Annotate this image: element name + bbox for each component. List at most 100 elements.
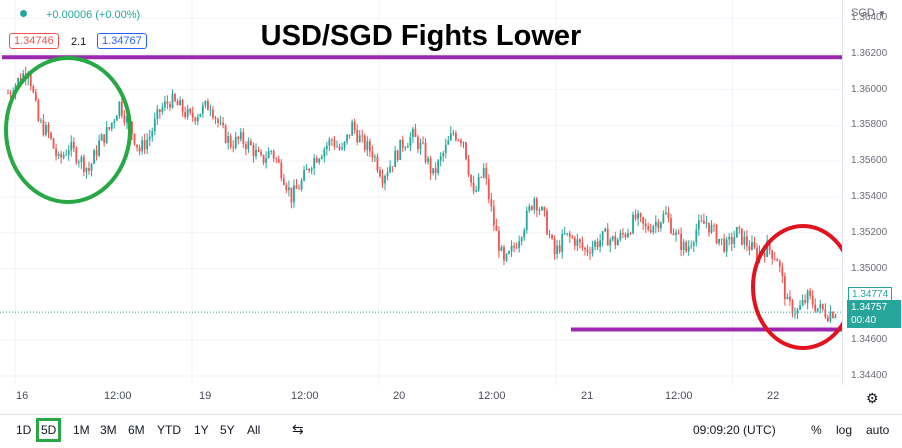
- candle-body: [184, 111, 187, 118]
- candle-body: [591, 246, 594, 254]
- candle-body: [697, 220, 700, 230]
- candle-body: [492, 206, 495, 226]
- candle-body: [735, 227, 738, 238]
- bid-price[interactable]: 1.34746: [9, 33, 59, 49]
- candle-body: [234, 136, 237, 148]
- range-button-3m[interactable]: 3M: [100, 423, 117, 437]
- candle-body: [315, 157, 318, 163]
- candle-body: [351, 121, 354, 136]
- candle-body: [596, 241, 599, 248]
- candle-body: [308, 168, 311, 171]
- candle-body: [801, 300, 804, 306]
- range-button-5y[interactable]: 5Y: [220, 423, 235, 437]
- candle-body: [768, 240, 771, 251]
- candle-body: [718, 238, 720, 244]
- candle-body: [611, 236, 614, 240]
- candle-body: [224, 125, 227, 143]
- candle-body: [181, 100, 184, 112]
- candle-body: [343, 141, 346, 148]
- range-button-ytd[interactable]: YTD: [157, 423, 181, 437]
- candle-body: [255, 149, 257, 157]
- candle-body: [404, 147, 407, 149]
- range-button-1y[interactable]: 1Y: [194, 423, 209, 437]
- candle-body: [222, 122, 224, 126]
- candle-body: [622, 232, 624, 235]
- range-button-1d[interactable]: 1D: [16, 423, 32, 437]
- compare-icon[interactable]: ⇆: [292, 421, 304, 437]
- candle-body: [819, 304, 822, 309]
- candle-body: [45, 124, 47, 135]
- range-button-all[interactable]: All: [247, 423, 261, 437]
- candle-body: [576, 239, 579, 246]
- candle-body: [730, 236, 733, 244]
- log-toggle[interactable]: log: [836, 423, 853, 437]
- candle-body: [753, 242, 756, 248]
- candle-body: [65, 154, 68, 156]
- candle-body: [490, 199, 493, 207]
- candle-body: [72, 141, 75, 149]
- candle-body: [705, 222, 708, 224]
- candle-body: [57, 153, 60, 156]
- percent-toggle[interactable]: %: [811, 423, 822, 437]
- candle-body: [487, 178, 490, 200]
- range-button-6m[interactable]: 6M: [128, 423, 145, 437]
- candle-body: [543, 207, 546, 211]
- candle-body: [260, 151, 262, 155]
- candle-body: [523, 229, 526, 238]
- candle-body: [62, 154, 65, 158]
- candle-body: [442, 153, 445, 157]
- candle-body: [331, 139, 333, 141]
- candle-body: [482, 167, 485, 178]
- candle-body: [320, 156, 323, 159]
- candle-body: [733, 237, 736, 244]
- currency-selector[interactable]: SGD ▼: [851, 7, 886, 19]
- candle-body: [143, 140, 146, 150]
- candle-body: [176, 101, 179, 106]
- candle-body: [551, 235, 553, 239]
- candle-body: [207, 100, 209, 111]
- candle-body: [166, 101, 169, 104]
- range-button-1m[interactable]: 1M: [73, 423, 90, 437]
- candle-body: [738, 227, 741, 229]
- y-tick-label: 1.34400: [851, 370, 888, 382]
- candle-body: [687, 246, 690, 252]
- candle-body: [692, 242, 695, 246]
- candle-body: [293, 185, 295, 203]
- candle-body: [277, 159, 280, 163]
- y-tick-label: 1.36200: [851, 47, 888, 59]
- clock-readout: 09:09:20 (UTC): [693, 423, 776, 437]
- candle-body: [391, 166, 394, 168]
- candle-body: [437, 160, 440, 174]
- y-tick-label: 1.35400: [851, 190, 888, 202]
- candle-body: [520, 237, 523, 242]
- x-tick-label: 21: [581, 390, 594, 402]
- range-button-5d[interactable]: 5D: [36, 418, 62, 442]
- candle-body: [470, 174, 472, 183]
- candle-body: [280, 162, 283, 179]
- candle-body: [771, 250, 774, 259]
- candle-body: [67, 150, 70, 155]
- candle-body: [98, 140, 100, 156]
- candle-body: [272, 151, 275, 159]
- candle-body: [563, 233, 566, 235]
- auto-toggle[interactable]: auto: [866, 423, 890, 437]
- candle-body: [609, 239, 612, 246]
- candle-body: [409, 136, 412, 147]
- candle-body: [108, 127, 111, 130]
- candle-body: [50, 132, 52, 139]
- candle-body: [457, 139, 460, 141]
- candle-body: [677, 232, 680, 234]
- candle-body: [353, 121, 356, 130]
- candle-body: [652, 226, 655, 233]
- candle-body: [528, 206, 531, 211]
- candle-body: [647, 226, 650, 230]
- candle-body: [799, 305, 801, 310]
- settings-gear-icon[interactable]: ⚙: [866, 390, 879, 406]
- candle-body: [229, 136, 232, 147]
- ask-price[interactable]: 1.34767: [97, 33, 147, 49]
- candle-body: [171, 94, 174, 108]
- candle-body: [763, 252, 766, 257]
- candle-body: [452, 133, 455, 134]
- candle-body: [118, 101, 121, 116]
